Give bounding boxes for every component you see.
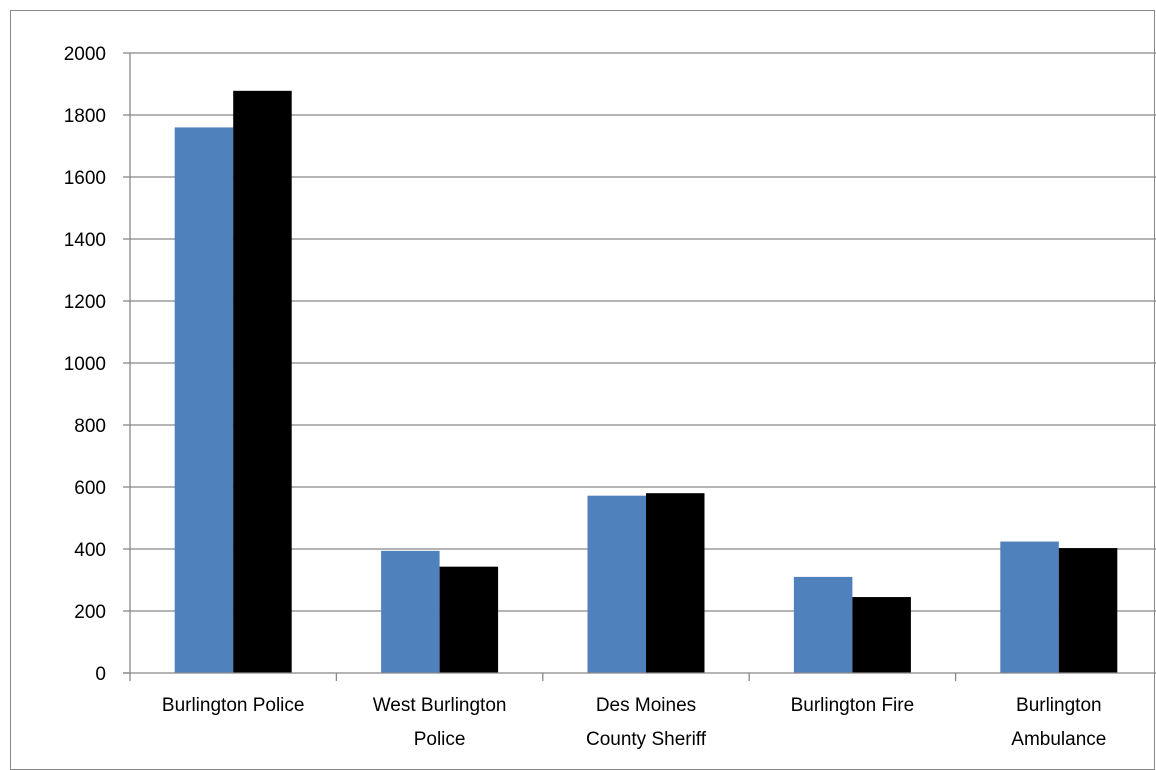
y-tick-label: 2000 <box>64 44 106 65</box>
bar-series-1 <box>587 495 646 673</box>
bar-series-2 <box>852 597 911 673</box>
bar-series-1 <box>793 576 853 673</box>
bar-series-2 <box>646 493 705 673</box>
x-tick-label: Burlington Police <box>162 695 305 716</box>
y-tick-label: 800 <box>74 416 106 437</box>
y-tick-label: 1200 <box>64 292 106 313</box>
y-tick-labels: 0 200 400 600 800 1000 1200 1400 1600 1800 2000 <box>64 44 106 685</box>
x-tick-label: Des Moines County Sheriff <box>586 695 707 750</box>
axes <box>123 52 1156 681</box>
x-tick-label: West Burlington Police <box>373 695 507 750</box>
y-tick-label: 1800 <box>64 106 106 127</box>
y-tick-label: 1000 <box>64 354 106 375</box>
x-tick-label: Burlington Fire <box>791 695 915 716</box>
y-tick-label: 600 <box>74 478 106 499</box>
x-tick-labels: Burlington Police West Burlington Police De… <box>162 695 1106 750</box>
bars <box>174 90 1118 673</box>
bar-series-1 <box>1000 541 1059 673</box>
bar-series-2 <box>439 566 499 673</box>
bar-series-2 <box>233 90 292 673</box>
bar-series-2 <box>1058 548 1118 673</box>
bar-series-1 <box>174 127 234 673</box>
x-tick-label: Burlington Ambulance <box>1011 695 1106 750</box>
y-tick-label: 0 <box>95 664 106 685</box>
y-tick-label: 1600 <box>64 168 106 189</box>
y-tick-label: 200 <box>74 602 106 623</box>
gridlines <box>130 52 1156 612</box>
y-tick-label: 1400 <box>64 230 106 251</box>
y-tick-label: 400 <box>74 540 106 561</box>
bar-series-1 <box>381 550 440 673</box>
